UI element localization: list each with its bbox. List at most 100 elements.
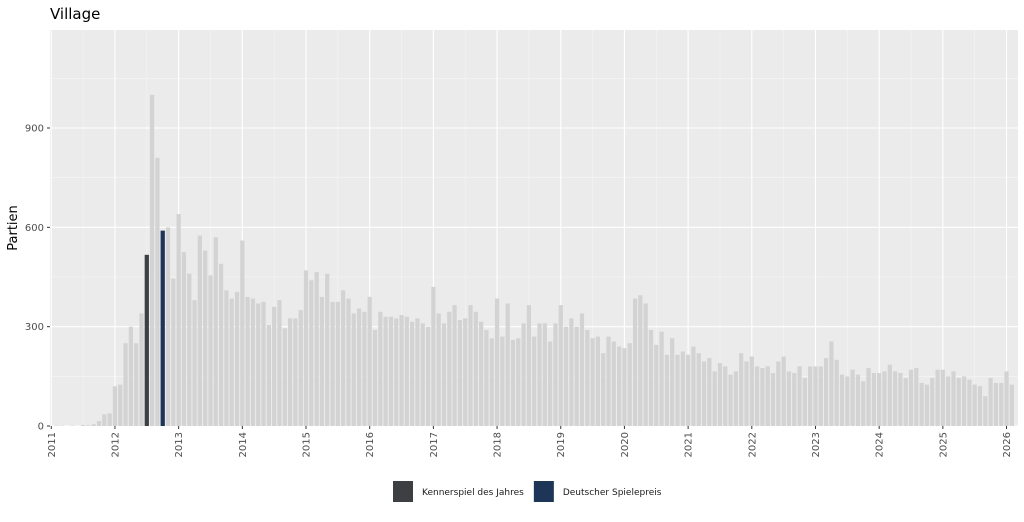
bar — [914, 368, 918, 426]
bar — [235, 292, 239, 426]
bar — [389, 317, 393, 426]
bar — [187, 274, 191, 426]
bar — [431, 287, 435, 426]
bar — [686, 355, 690, 426]
chart-title: Village — [50, 5, 100, 23]
bar — [452, 305, 456, 426]
bar — [192, 300, 196, 426]
bar — [362, 312, 366, 426]
bar — [973, 385, 977, 426]
y-tick-label: 300 — [25, 322, 44, 333]
bar — [994, 383, 998, 426]
x-tick-label: 2026 — [1002, 432, 1013, 457]
bar — [904, 378, 908, 426]
x-tick-label: 2012 — [110, 432, 121, 457]
bar — [978, 386, 982, 426]
bar — [553, 323, 557, 426]
bar — [357, 308, 361, 426]
bar — [484, 330, 488, 426]
bar — [967, 380, 971, 426]
bar — [697, 353, 701, 426]
bar — [320, 297, 324, 426]
x-tick-label: 2018 — [493, 432, 504, 457]
bar — [108, 413, 112, 426]
bar — [399, 315, 403, 426]
bar — [479, 322, 483, 426]
bar — [251, 299, 255, 426]
bar — [893, 371, 897, 426]
bar — [606, 337, 610, 426]
bar — [744, 361, 748, 426]
y-tick-label: 600 — [25, 223, 44, 234]
bar — [113, 386, 117, 426]
bar — [527, 305, 531, 426]
bar — [633, 299, 637, 426]
bar — [86, 425, 90, 426]
bar — [792, 373, 796, 426]
bar — [245, 297, 249, 426]
bar — [930, 378, 934, 426]
bar — [617, 347, 621, 426]
bar — [177, 214, 181, 426]
bar — [145, 255, 149, 426]
x-tick-label: 2017 — [429, 432, 440, 457]
bar — [920, 383, 924, 426]
bar — [230, 299, 234, 426]
bar — [378, 312, 382, 426]
x-tick-label: 2014 — [238, 432, 249, 457]
bar — [638, 295, 642, 426]
x-tick-label: 2016 — [365, 432, 376, 457]
bar — [707, 358, 711, 426]
bar — [219, 264, 223, 426]
bar — [925, 385, 929, 426]
bar — [935, 370, 939, 426]
bar — [999, 383, 1003, 426]
bar — [373, 330, 377, 426]
bar — [267, 325, 271, 426]
bar — [139, 313, 143, 426]
bar — [702, 361, 706, 426]
bar — [728, 375, 732, 426]
bar — [548, 342, 552, 426]
bar — [309, 280, 313, 426]
bar — [590, 338, 594, 426]
bar — [161, 231, 165, 426]
bar — [882, 371, 886, 426]
bar — [941, 370, 945, 426]
bar — [575, 327, 579, 426]
bar — [325, 274, 329, 426]
bar — [691, 347, 695, 426]
bar — [840, 375, 844, 426]
bar — [580, 313, 584, 426]
bar — [670, 338, 674, 426]
bar — [559, 305, 563, 426]
x-tick-label: 2011 — [47, 432, 58, 457]
legend-label: Kennerspiel des Jahres — [422, 488, 524, 498]
bar — [506, 303, 510, 426]
bar — [203, 251, 207, 426]
bar — [739, 353, 743, 426]
bar — [511, 340, 515, 426]
bar — [813, 366, 817, 426]
y-tick-label: 900 — [25, 124, 44, 135]
bar — [803, 378, 807, 426]
bar — [601, 353, 605, 426]
bar — [442, 323, 446, 426]
bar — [208, 275, 212, 426]
bar — [1004, 371, 1008, 426]
bar — [155, 158, 159, 426]
bar — [808, 366, 812, 426]
bar — [861, 381, 865, 426]
bar — [622, 348, 626, 426]
bar — [102, 414, 106, 426]
bar — [150, 95, 154, 426]
bar — [824, 358, 828, 426]
bar — [829, 342, 833, 426]
bar — [447, 312, 451, 426]
bar — [760, 368, 764, 426]
bar — [123, 343, 127, 426]
bar — [437, 313, 441, 426]
bar — [1010, 385, 1014, 426]
bar — [569, 318, 573, 426]
